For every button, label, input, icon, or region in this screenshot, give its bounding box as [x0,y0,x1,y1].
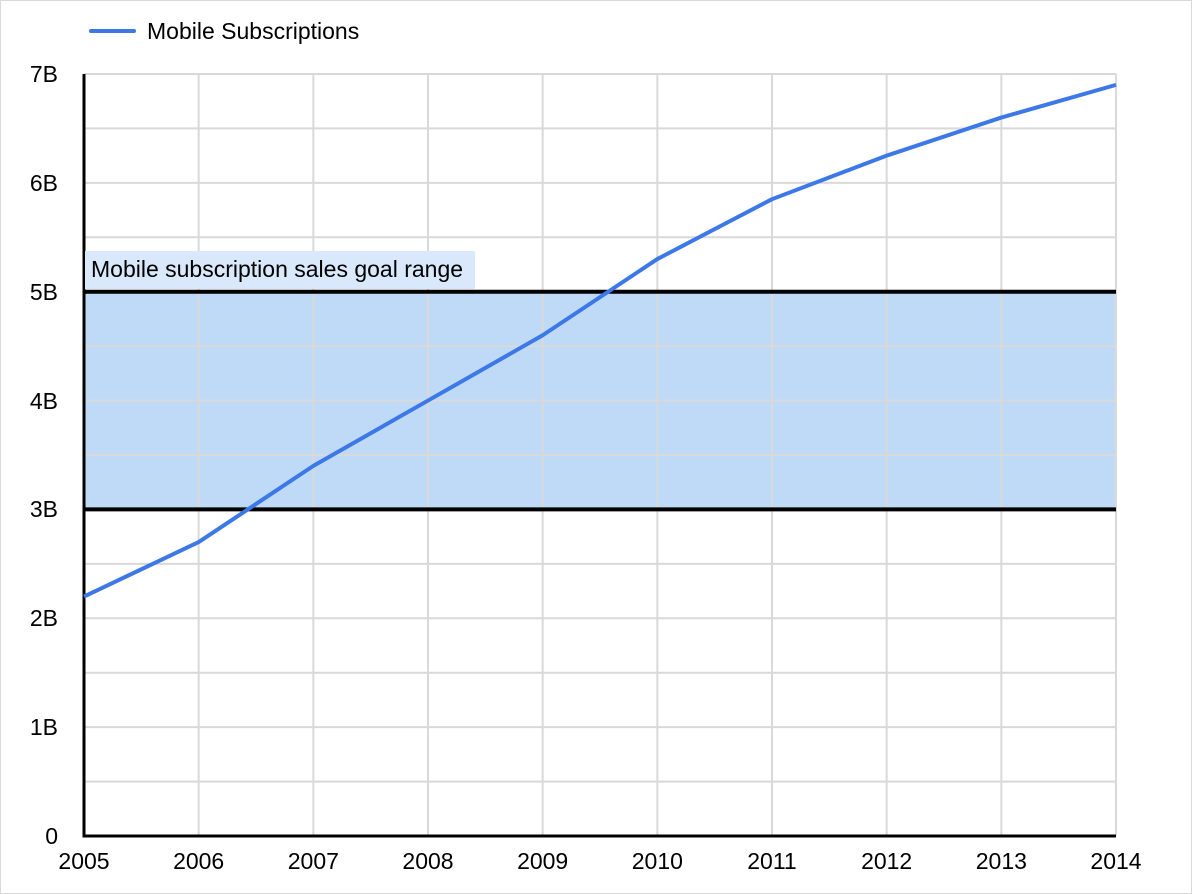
legend: Mobile Subscriptions [89,17,359,45]
legend-series-label: Mobile Subscriptions [147,18,360,44]
goal-band-label: Mobile subscription sales goal range [85,250,476,289]
series-line-mobile-subscriptions [83,82,1117,599]
legend-line-swatch [89,29,136,33]
